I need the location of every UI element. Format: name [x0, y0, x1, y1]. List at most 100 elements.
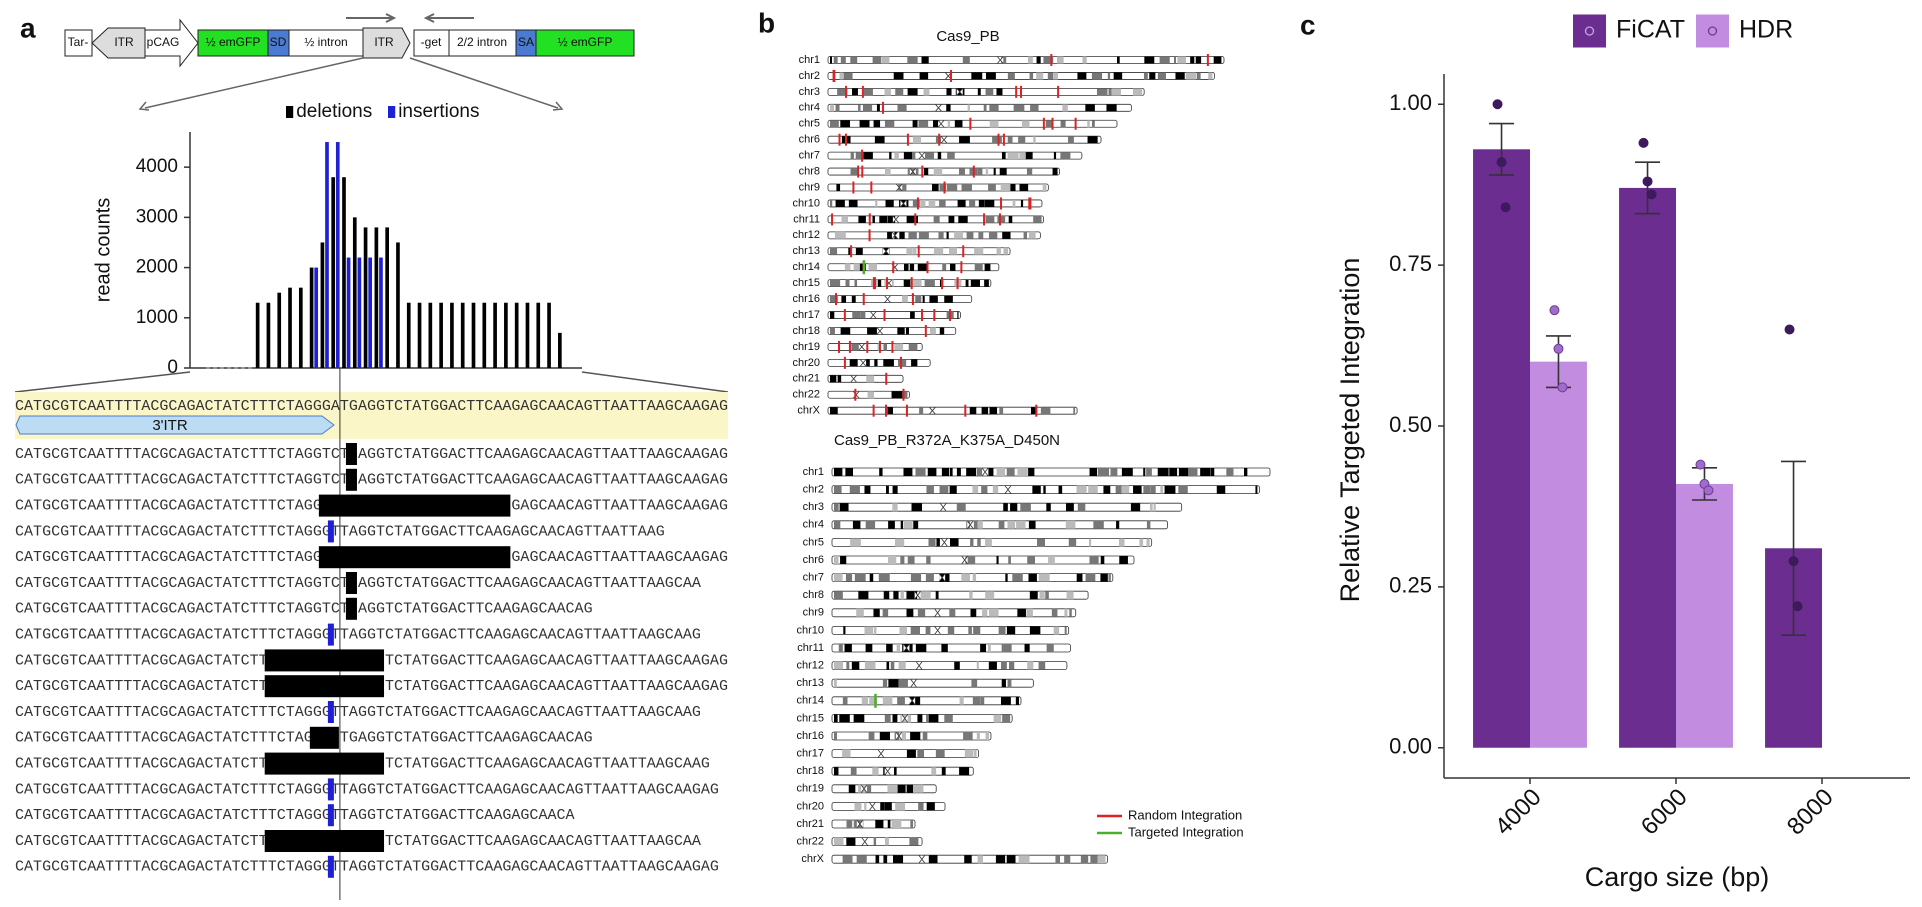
- chromosome-label: chr12: [792, 229, 820, 241]
- band: [986, 72, 996, 80]
- chromosome-label: chr5: [803, 536, 824, 548]
- band: [984, 199, 995, 207]
- band: [939, 184, 947, 192]
- band: [925, 152, 934, 160]
- data-point: [1496, 157, 1507, 168]
- data-point: [1638, 137, 1649, 148]
- band: [939, 199, 946, 207]
- band: [1042, 184, 1045, 192]
- band: [834, 661, 844, 670]
- chromosome-label: chr14: [796, 695, 824, 707]
- read-sequence: TCTATGGACTTCAAGAGCAACAGTTAATTAAGCAAGAG: [385, 679, 728, 695]
- chromosome: [827, 72, 1215, 80]
- zoom-arrowhead: [138, 101, 564, 111]
- band: [874, 626, 877, 635]
- band: [915, 295, 922, 303]
- band: [849, 485, 860, 494]
- legend-point: [1707, 26, 1718, 36]
- chromosome-label: chr3: [803, 501, 824, 513]
- band: [850, 56, 858, 64]
- band: [900, 732, 906, 740]
- band: [879, 732, 890, 740]
- band: [884, 120, 895, 128]
- band: [928, 714, 939, 723]
- band: [840, 556, 847, 564]
- band: [984, 279, 989, 287]
- band: [872, 215, 875, 223]
- bar: [288, 287, 292, 368]
- band: [900, 591, 904, 600]
- band: [897, 327, 905, 335]
- band: [946, 184, 958, 192]
- band: [856, 608, 864, 617]
- legend-label: FiCAT: [1616, 16, 1685, 44]
- band: [1175, 72, 1185, 80]
- y-tick-label: 0.50: [1389, 412, 1432, 437]
- band: [1018, 855, 1030, 864]
- band: [884, 802, 892, 811]
- band: [956, 468, 961, 476]
- band: [1087, 120, 1090, 128]
- centromere: [860, 784, 868, 794]
- read-sequence: TCTATGGACTTCAAGAGCAACAGTTAATTAAGCAA: [385, 834, 701, 850]
- band: [980, 644, 986, 652]
- band: [950, 263, 956, 271]
- bar: [346, 257, 351, 368]
- band: [1121, 468, 1133, 476]
- band: [869, 573, 874, 582]
- read-sequence: GAGCAACAGTTAATTAAGCAAGAG: [511, 550, 728, 566]
- band: [898, 359, 907, 367]
- bar: [471, 302, 476, 368]
- band: [1002, 231, 1011, 239]
- band: [1118, 538, 1125, 547]
- band: [944, 295, 953, 303]
- centromere: [934, 608, 941, 618]
- band: [1007, 136, 1013, 144]
- bar: [439, 302, 443, 368]
- bar: [450, 302, 454, 368]
- band: [841, 215, 849, 223]
- chromosome: [831, 766, 974, 776]
- band: [906, 591, 918, 600]
- band: [1060, 120, 1066, 128]
- band: [906, 784, 914, 793]
- band: [985, 215, 995, 223]
- chromosome-label: chr16: [792, 293, 820, 305]
- band: [942, 263, 947, 271]
- panel-label: c: [1300, 9, 1316, 40]
- band: [1144, 56, 1155, 64]
- band: [977, 855, 983, 864]
- band: [1150, 485, 1156, 494]
- band: [1073, 407, 1076, 415]
- band: [1036, 72, 1044, 80]
- band: [912, 199, 920, 207]
- bar: [320, 242, 325, 368]
- band: [932, 184, 939, 192]
- band: [917, 608, 926, 617]
- band: [867, 327, 878, 335]
- band: [872, 56, 881, 64]
- chromosome: [827, 119, 1118, 128]
- band: [1006, 855, 1016, 864]
- band: [834, 485, 842, 494]
- y-tick-label: 0.00: [1389, 734, 1432, 759]
- ideogram-title: Cas9_PB_R372A_K375A_D450N: [834, 432, 1060, 449]
- data-point: [1792, 601, 1803, 612]
- band: [926, 802, 935, 811]
- centromere: [901, 714, 909, 723]
- data-point: [1784, 324, 1795, 335]
- band: [907, 56, 918, 64]
- y-tick-label: 0.75: [1389, 251, 1432, 276]
- data-point: [1549, 305, 1560, 316]
- band: [1013, 104, 1025, 112]
- chromosome: [831, 678, 1034, 688]
- band: [1020, 199, 1024, 207]
- band: [985, 88, 994, 96]
- band: [947, 152, 955, 160]
- band: [976, 661, 979, 670]
- chromosome-label: chrX: [801, 853, 824, 865]
- band: [900, 556, 905, 564]
- band: [875, 855, 880, 864]
- band: [976, 468, 984, 476]
- band: [882, 608, 889, 617]
